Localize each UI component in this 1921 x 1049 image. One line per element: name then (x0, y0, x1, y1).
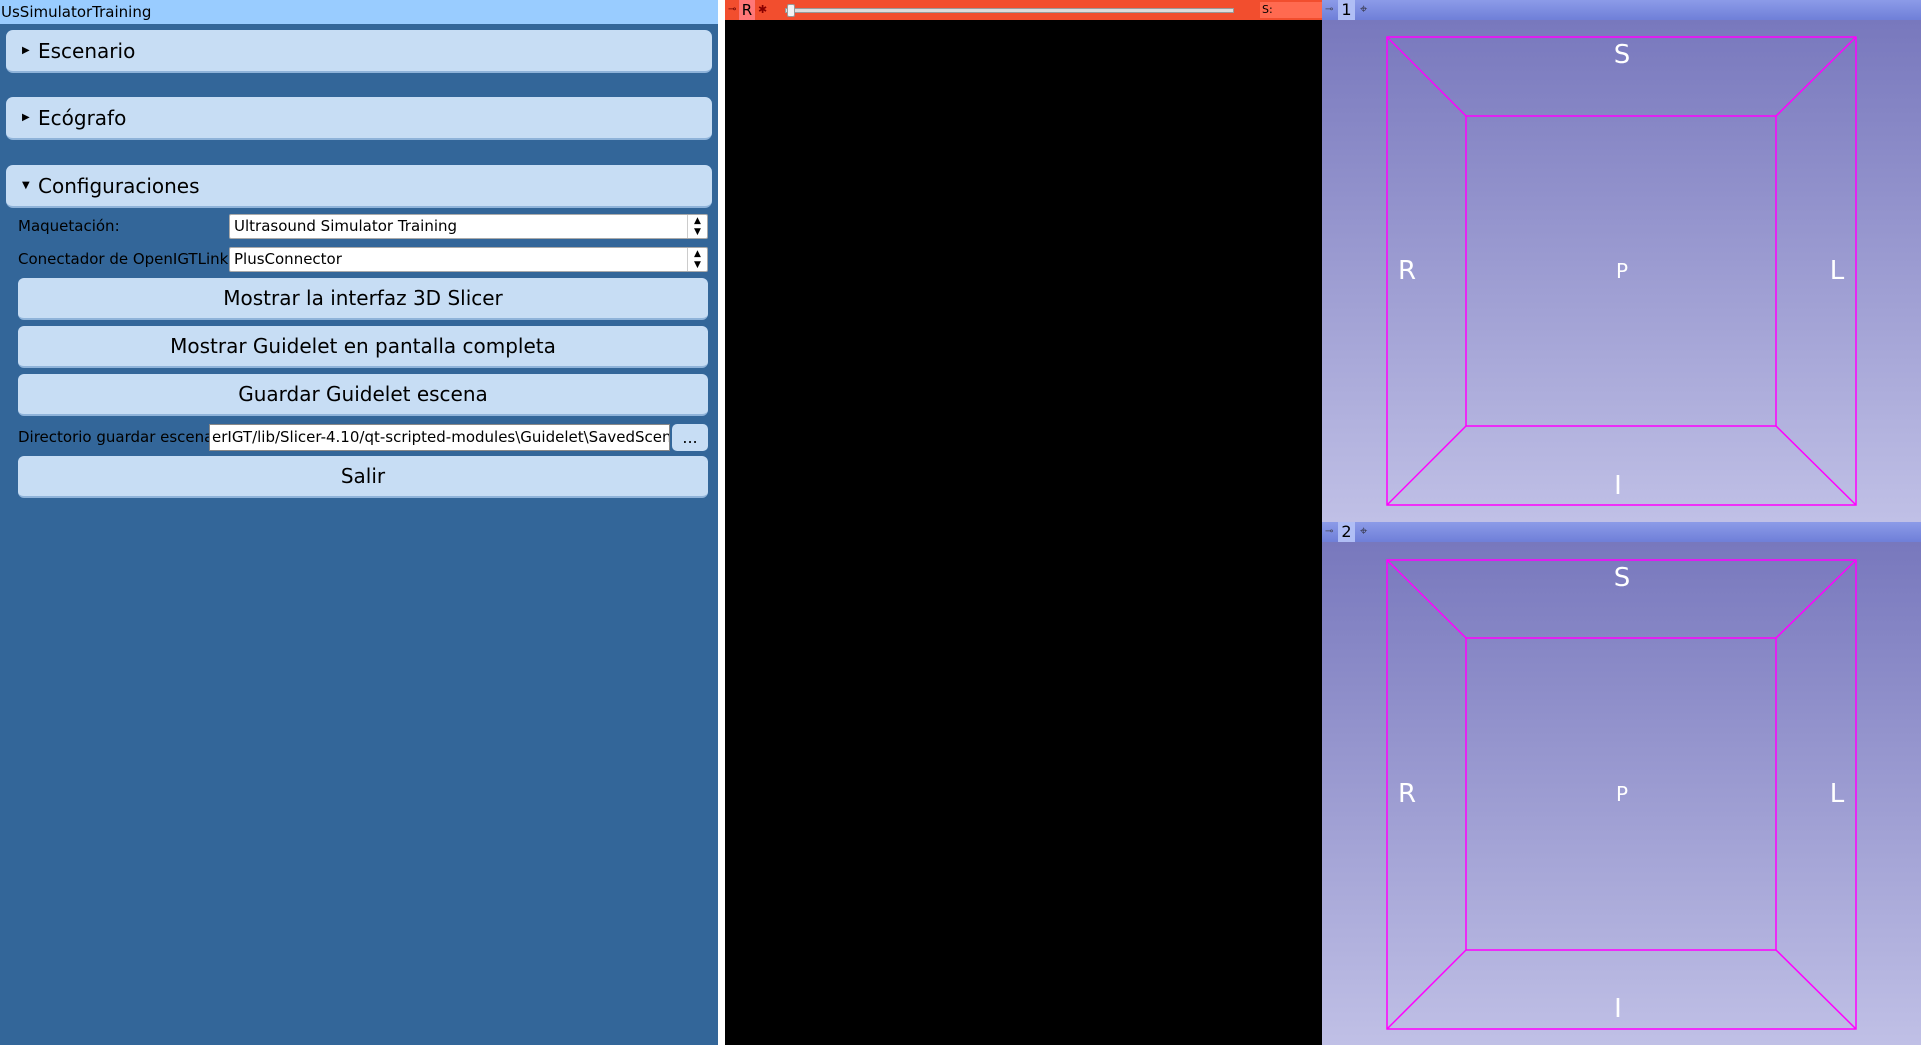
panel-ecografo[interactable]: ▶ Ecógrafo (6, 97, 712, 140)
panel-label: Escenario (38, 39, 136, 63)
view-number: 2 (1338, 522, 1355, 542)
layout-select[interactable]: Ultrasound Simulator Training ▲ ▼ (229, 214, 708, 239)
orientation-superior: S (1613, 563, 1631, 593)
orientation-superior: S (1613, 40, 1631, 70)
layout-value: Ultrasound Simulator Training (234, 217, 458, 235)
panel-label: Ecógrafo (38, 106, 127, 130)
view-2-controller-bar: ⊸ 2 ⌖ (1322, 522, 1921, 542)
splitter[interactable] (718, 0, 725, 1045)
layout-label: Maquetación: (18, 217, 120, 235)
module-title: UsSimulatorTraining (0, 0, 718, 24)
orientation-left: L (1829, 256, 1845, 286)
panel-escenario[interactable]: ▶ Escenario (6, 30, 712, 73)
collapse-arrow-icon: ▼ (22, 180, 30, 191)
panel-configuraciones[interactable]: ▼ Configuraciones (6, 165, 712, 208)
bottom-border (0, 1045, 1921, 1049)
browse-button[interactable]: ... (672, 424, 708, 451)
orientation-right: R (1397, 256, 1417, 286)
slice-controller-bar: ⊸ R ✱ S: 0.000mm (725, 0, 1322, 32)
slice-offset-slider[interactable] (785, 8, 1234, 13)
connector-value: PlusConnector (234, 250, 342, 268)
expand-arrow-icon: ▶ (22, 112, 30, 123)
slice-view-red[interactable] (725, 0, 1322, 1045)
link-icon[interactable]: ✱ (758, 3, 768, 16)
save-scene-button[interactable]: Guardar Guidelet escena (18, 374, 708, 416)
spin-arrows-icon: ▲ ▼ (687, 215, 707, 238)
center-view-icon[interactable]: ⌖ (1360, 524, 1368, 539)
bounding-box (1386, 36, 1857, 506)
show-slicer-button[interactable]: Mostrar la interfaz 3D Slicer (18, 278, 708, 320)
bounding-box (1386, 559, 1857, 1030)
slice-name: R (739, 0, 755, 20)
orientation-left: L (1829, 779, 1845, 809)
slider-handle[interactable] (787, 4, 795, 17)
orientation-inferior: I (1614, 994, 1622, 1024)
orientation-posterior: P (1615, 259, 1629, 283)
orientation-right: R (1397, 779, 1417, 809)
view-1-controller-bar: ⊸ 1 ⌖ (1322, 0, 1921, 20)
pin-icon[interactable]: ⊸ (728, 4, 737, 15)
center-view-icon[interactable]: ⌖ (1360, 2, 1368, 17)
directory-input[interactable]: erIGT/lib/Slicer-4.10/qt-scripted-module… (209, 424, 670, 451)
exit-button[interactable]: Salir (18, 456, 708, 498)
directory-label: Directorio guardar escena: (18, 428, 219, 446)
slice-offset-value: S: 0.000mm (1260, 2, 1322, 32)
orientation-posterior: P (1615, 782, 1629, 806)
expand-arrow-icon: ▶ (22, 45, 30, 56)
fullscreen-button[interactable]: Mostrar Guidelet en pantalla completa (18, 326, 708, 368)
view-number: 1 (1338, 0, 1355, 20)
3d-view-2[interactable]: S R L P I (1322, 542, 1921, 1045)
orientation-inferior: I (1614, 471, 1622, 501)
pin-icon[interactable]: ⊸ (1325, 4, 1334, 15)
pin-icon[interactable]: ⊸ (1325, 526, 1334, 537)
spin-arrows-icon: ▲ ▼ (687, 248, 707, 271)
3d-view-1[interactable]: S R L P I (1322, 20, 1921, 522)
module-panel (0, 0, 718, 1045)
panel-label: Configuraciones (38, 174, 200, 198)
connector-label: Conectador de OpenIGTLink: (18, 250, 234, 268)
connector-select[interactable]: PlusConnector ▲ ▼ (229, 247, 708, 272)
